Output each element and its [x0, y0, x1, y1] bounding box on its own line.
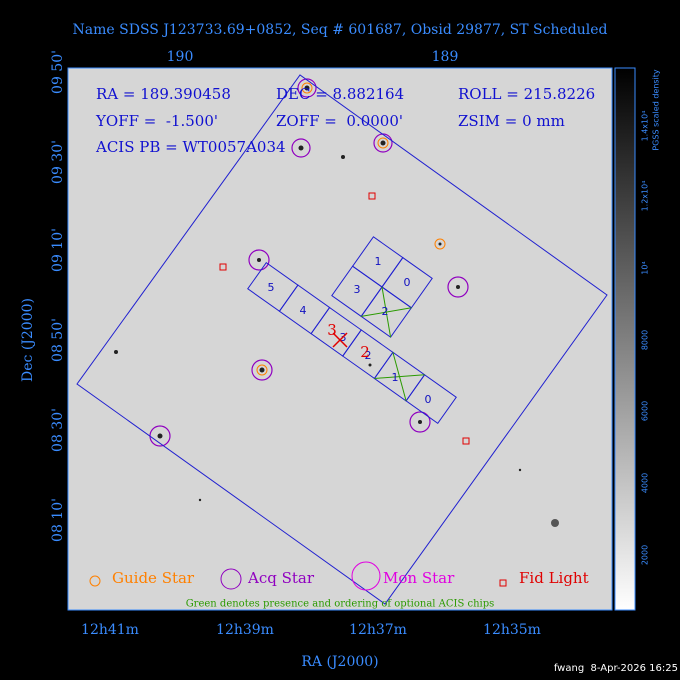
- legend-label: Guide Star: [112, 569, 195, 587]
- info-dec: DEC = 8.882164: [276, 85, 404, 103]
- colorbar-tick: 1.4x10⁴: [641, 111, 650, 142]
- top-tick-label: 189: [432, 49, 459, 65]
- chip-label: 5: [268, 281, 275, 294]
- colorbar-tick: 4000: [641, 473, 650, 493]
- bottom-tick-label: 12h35m: [483, 622, 541, 638]
- sim-label: 3: [327, 321, 337, 339]
- info-zsim: ZSIM = 0 mm: [458, 112, 565, 130]
- left-tick-label: 08 10': [50, 498, 66, 542]
- bottom-tick-label: 12h37m: [349, 622, 407, 638]
- info-ra: RA = 189.390458: [96, 85, 231, 103]
- chip-label: 2: [365, 349, 372, 362]
- colorbar-label: PGSS scaled density: [652, 69, 661, 151]
- chip-label: 1: [392, 371, 399, 384]
- title: Name SDSS J123733.69+0852, Seq # 601687,…: [73, 22, 608, 38]
- sim-label: 2: [360, 343, 370, 361]
- stars: [114, 85, 559, 527]
- left-ticks: 09 50' 09 30' 09 10' 08 50' 08 30' 08 10…: [50, 50, 66, 542]
- colorbar-tick: 8000: [641, 330, 650, 350]
- aim-point: [332, 332, 348, 348]
- chip-label: 2: [382, 305, 389, 318]
- x-axis-label: RA (J2000): [301, 654, 378, 670]
- chip-label: 4: [300, 304, 307, 317]
- colorbar-tick: 2000: [641, 545, 650, 565]
- chip-label: 0: [425, 393, 432, 406]
- legend-label: Acq Star: [247, 569, 315, 587]
- info-yoff: YOFF = -1.500': [95, 112, 218, 130]
- colorbar: [614, 67, 636, 611]
- left-tick-label: 08 30': [50, 408, 66, 452]
- footer: fwang 8-Apr-2026 16:25: [554, 663, 678, 674]
- left-tick-label: 08 50': [50, 318, 66, 362]
- legend-label: Mon Star: [383, 569, 455, 587]
- colorbar-tick: 10⁴: [641, 261, 650, 274]
- chip-label: 0: [404, 276, 411, 289]
- chip-label: 3: [354, 283, 361, 296]
- y-axis-label: Dec (J2000): [20, 298, 36, 382]
- field-outline: [76, 74, 608, 605]
- bottom-tick-label: 12h39m: [216, 622, 274, 638]
- left-tick-label: 09 50': [50, 50, 66, 94]
- acis-s-array: [247, 261, 457, 425]
- colorbar-tick: 6000: [641, 401, 650, 421]
- legend-label: Fid Light: [519, 569, 589, 587]
- bottom-tick-label: 12h41m: [81, 622, 139, 638]
- fid-lights: [219, 192, 470, 445]
- guide-stars: [256, 82, 446, 376]
- chip-label: 1: [375, 255, 382, 268]
- acq-stars: [149, 78, 469, 447]
- legend: Guide Star Acq Star Mon Star Fid Light: [89, 561, 589, 591]
- left-tick-label: 09 10': [50, 228, 66, 272]
- note: Green denotes presence and ordering of o…: [186, 599, 495, 610]
- acis-i-array: [331, 236, 433, 338]
- colorbar-ticks: 2000 4000 6000 8000 10⁴ 1.2x10⁴ 1.4x10⁴ …: [641, 69, 661, 565]
- info-roll: ROLL = 215.8226: [458, 85, 595, 103]
- left-tick-label: 09 30': [50, 140, 66, 184]
- info-zoff: ZOFF = 0.0000': [276, 112, 403, 130]
- top-tick-label: 190: [167, 49, 194, 65]
- colorbar-tick: 1.2x10⁴: [641, 181, 650, 212]
- info-acis: ACIS PB = WT0057A034: [95, 138, 286, 156]
